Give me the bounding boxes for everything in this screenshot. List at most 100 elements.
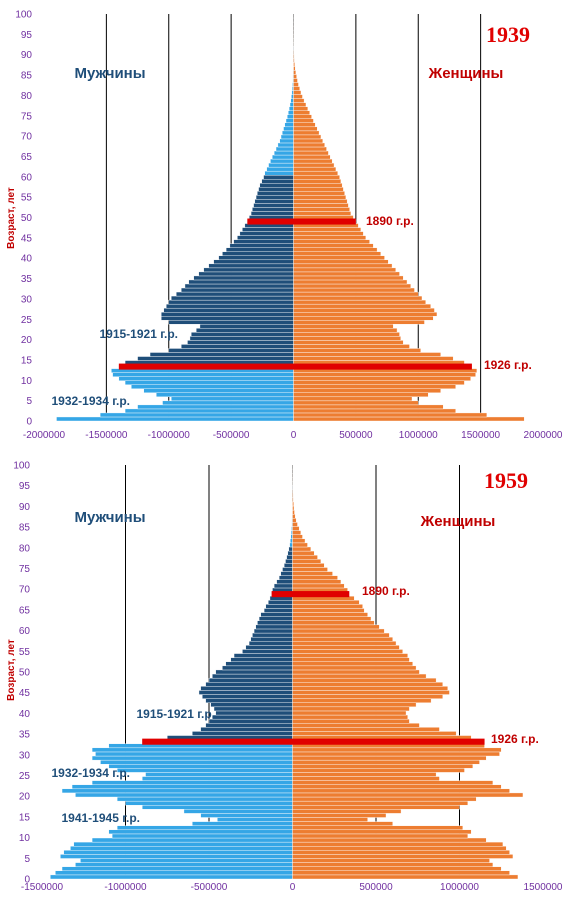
male-bar <box>222 665 293 671</box>
male-bar <box>181 287 294 293</box>
female-bar <box>292 755 487 761</box>
male-bar <box>242 649 293 654</box>
female-bar <box>292 497 294 503</box>
female-bar <box>292 702 417 708</box>
male-bar <box>239 231 294 236</box>
female-bar <box>292 673 427 679</box>
female-bar <box>292 616 372 621</box>
y-tick-label: 75 <box>21 111 33 122</box>
female-bar <box>293 70 297 75</box>
female-bar <box>292 788 510 794</box>
female-bar <box>292 829 472 835</box>
female-bar <box>293 295 423 301</box>
female-bar <box>293 162 335 168</box>
x-tick-label: 1500000 <box>524 882 563 893</box>
male-bar <box>258 616 293 621</box>
male-bar <box>116 796 293 802</box>
y-tick-label: 10 <box>21 376 33 387</box>
x-tick-label: -500000 <box>191 882 228 893</box>
male-bar <box>287 114 294 119</box>
male-bar <box>192 821 293 826</box>
male-bar <box>289 542 293 548</box>
female-bar <box>292 862 494 867</box>
male-bar <box>163 307 294 313</box>
female-bars-1959 <box>292 464 524 880</box>
male-bar <box>55 870 293 876</box>
female-bar <box>293 376 471 381</box>
male-bar <box>259 183 294 188</box>
female-bar <box>292 661 413 667</box>
male-bar <box>116 768 293 773</box>
male-bar <box>250 636 293 642</box>
female-bar <box>292 579 342 585</box>
male-bar <box>91 747 293 753</box>
male-bar <box>143 388 294 393</box>
y-tick-label: 35 <box>19 730 31 741</box>
male-bar <box>198 271 294 277</box>
male-bar <box>254 199 294 204</box>
female-bar <box>292 665 417 671</box>
male-bar <box>131 384 294 389</box>
x-tick-label: 500000 <box>339 430 373 441</box>
male-bar <box>205 698 293 703</box>
female-bar <box>293 344 410 349</box>
y-tick-label: 90 <box>19 502 31 513</box>
y-tick-label: 65 <box>21 152 33 163</box>
female-bar <box>292 620 375 626</box>
highlight-row <box>271 591 350 598</box>
male-bar <box>166 303 294 309</box>
female-bar <box>292 513 296 519</box>
x-tick-labels-1959: -1500000 -1000000 -500000 0 500000 1000000 150… <box>21 882 563 893</box>
male-bar <box>222 251 294 256</box>
male-bar <box>205 723 293 728</box>
female-bar <box>293 251 382 256</box>
highlight-row <box>118 363 472 370</box>
female-bar <box>293 320 425 325</box>
female-bar <box>292 559 322 564</box>
y-tick-label: 85 <box>21 71 33 82</box>
male-bar <box>215 669 293 675</box>
y-tick-label: 20 <box>19 792 31 803</box>
male-bar <box>273 150 294 156</box>
male-bar <box>195 328 294 333</box>
x-tick-label: -1000000 <box>104 882 147 893</box>
female-bar <box>292 805 460 810</box>
male-bar <box>291 94 294 99</box>
cohort-annotation: 1926 г.р. <box>484 358 532 372</box>
y-tick-label: 75 <box>19 564 31 575</box>
male-bar <box>193 275 294 281</box>
female-bar <box>292 776 440 781</box>
male-bar <box>191 332 294 337</box>
male-bar <box>290 534 293 539</box>
male-bar <box>257 191 294 196</box>
female-bar <box>293 102 307 107</box>
y-tick-label: 30 <box>21 294 33 305</box>
male-bar <box>200 727 293 732</box>
x-tick-label: -500000 <box>213 430 250 441</box>
female-bar <box>293 154 331 160</box>
female-bar <box>292 534 303 539</box>
female-bar <box>292 723 420 728</box>
cohort-annotation: 1890 г.р. <box>362 584 410 598</box>
male-bar <box>285 559 293 564</box>
x-tick-label: 1000000 <box>399 430 438 441</box>
female-bar <box>293 408 456 414</box>
male-bar <box>283 563 293 568</box>
y-tick-label: 25 <box>19 771 31 782</box>
male-bar <box>161 311 294 317</box>
y-tick-label: 15 <box>21 355 33 366</box>
male-bar <box>266 166 294 172</box>
male-bar <box>215 710 293 716</box>
y-tick-label: 60 <box>19 626 31 637</box>
year-label-1939: 1939 <box>486 22 530 47</box>
female-bar <box>293 191 345 196</box>
y-tick-label: 0 <box>26 417 32 428</box>
female-bar <box>292 608 365 613</box>
female-bar <box>292 624 380 630</box>
female-bar <box>293 275 404 281</box>
y-tick-label: 5 <box>24 854 30 865</box>
female-bar <box>293 199 348 204</box>
male-bar <box>208 718 293 724</box>
female-bar <box>293 340 404 345</box>
